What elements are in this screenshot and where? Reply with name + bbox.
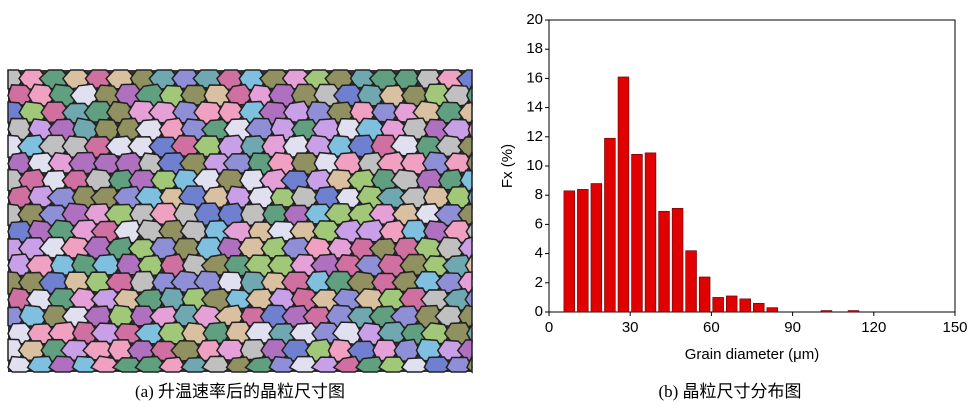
bar xyxy=(726,296,737,312)
bar xyxy=(604,138,615,312)
bar xyxy=(821,311,832,312)
y-tick-label: 12 xyxy=(526,128,543,145)
bar xyxy=(753,303,764,312)
y-tick-label: 20 xyxy=(526,11,543,28)
y-tick-label: 14 xyxy=(526,99,543,116)
x-tick-label: 150 xyxy=(942,319,967,336)
figure: (a) 升温速率后的晶粒尺寸图 (b) 晶粒尺寸分布图 Grain diamet… xyxy=(0,0,970,411)
y-tick-label: 16 xyxy=(526,69,543,86)
x-tick-label: 120 xyxy=(861,319,886,336)
y-tick-label: 2 xyxy=(535,274,543,291)
bar xyxy=(713,297,724,312)
x-tick-label: 90 xyxy=(784,319,801,336)
y-tick-label: 6 xyxy=(535,215,543,232)
x-tick-label: 30 xyxy=(622,319,639,336)
bar xyxy=(699,277,710,312)
caption: (a) 升温速率后的晶粒尺寸图 xyxy=(135,382,345,401)
y-tick-label: 0 xyxy=(535,303,543,320)
bar xyxy=(740,299,751,312)
bar xyxy=(645,153,656,312)
y-axis-label: Fx (%) xyxy=(499,144,516,188)
bar xyxy=(672,208,683,312)
x-axis-label: Grain diameter (μm) xyxy=(685,346,820,363)
bar xyxy=(848,311,859,312)
caption: (b) 晶粒尺寸分布图 xyxy=(658,382,801,401)
bar xyxy=(767,308,778,312)
y-tick-label: 8 xyxy=(535,186,543,203)
y-tick-label: 18 xyxy=(526,40,543,57)
bar xyxy=(564,191,575,312)
x-tick-label: 60 xyxy=(703,319,720,336)
y-tick-label: 4 xyxy=(535,245,543,262)
y-tick-label: 10 xyxy=(526,157,543,174)
x-tick-label: 0 xyxy=(545,319,553,336)
bar xyxy=(577,189,588,312)
bar xyxy=(591,184,602,312)
bar xyxy=(618,77,629,312)
bar xyxy=(632,154,643,312)
grain-map-image xyxy=(8,70,472,372)
bar xyxy=(686,251,697,312)
bar xyxy=(659,211,670,312)
